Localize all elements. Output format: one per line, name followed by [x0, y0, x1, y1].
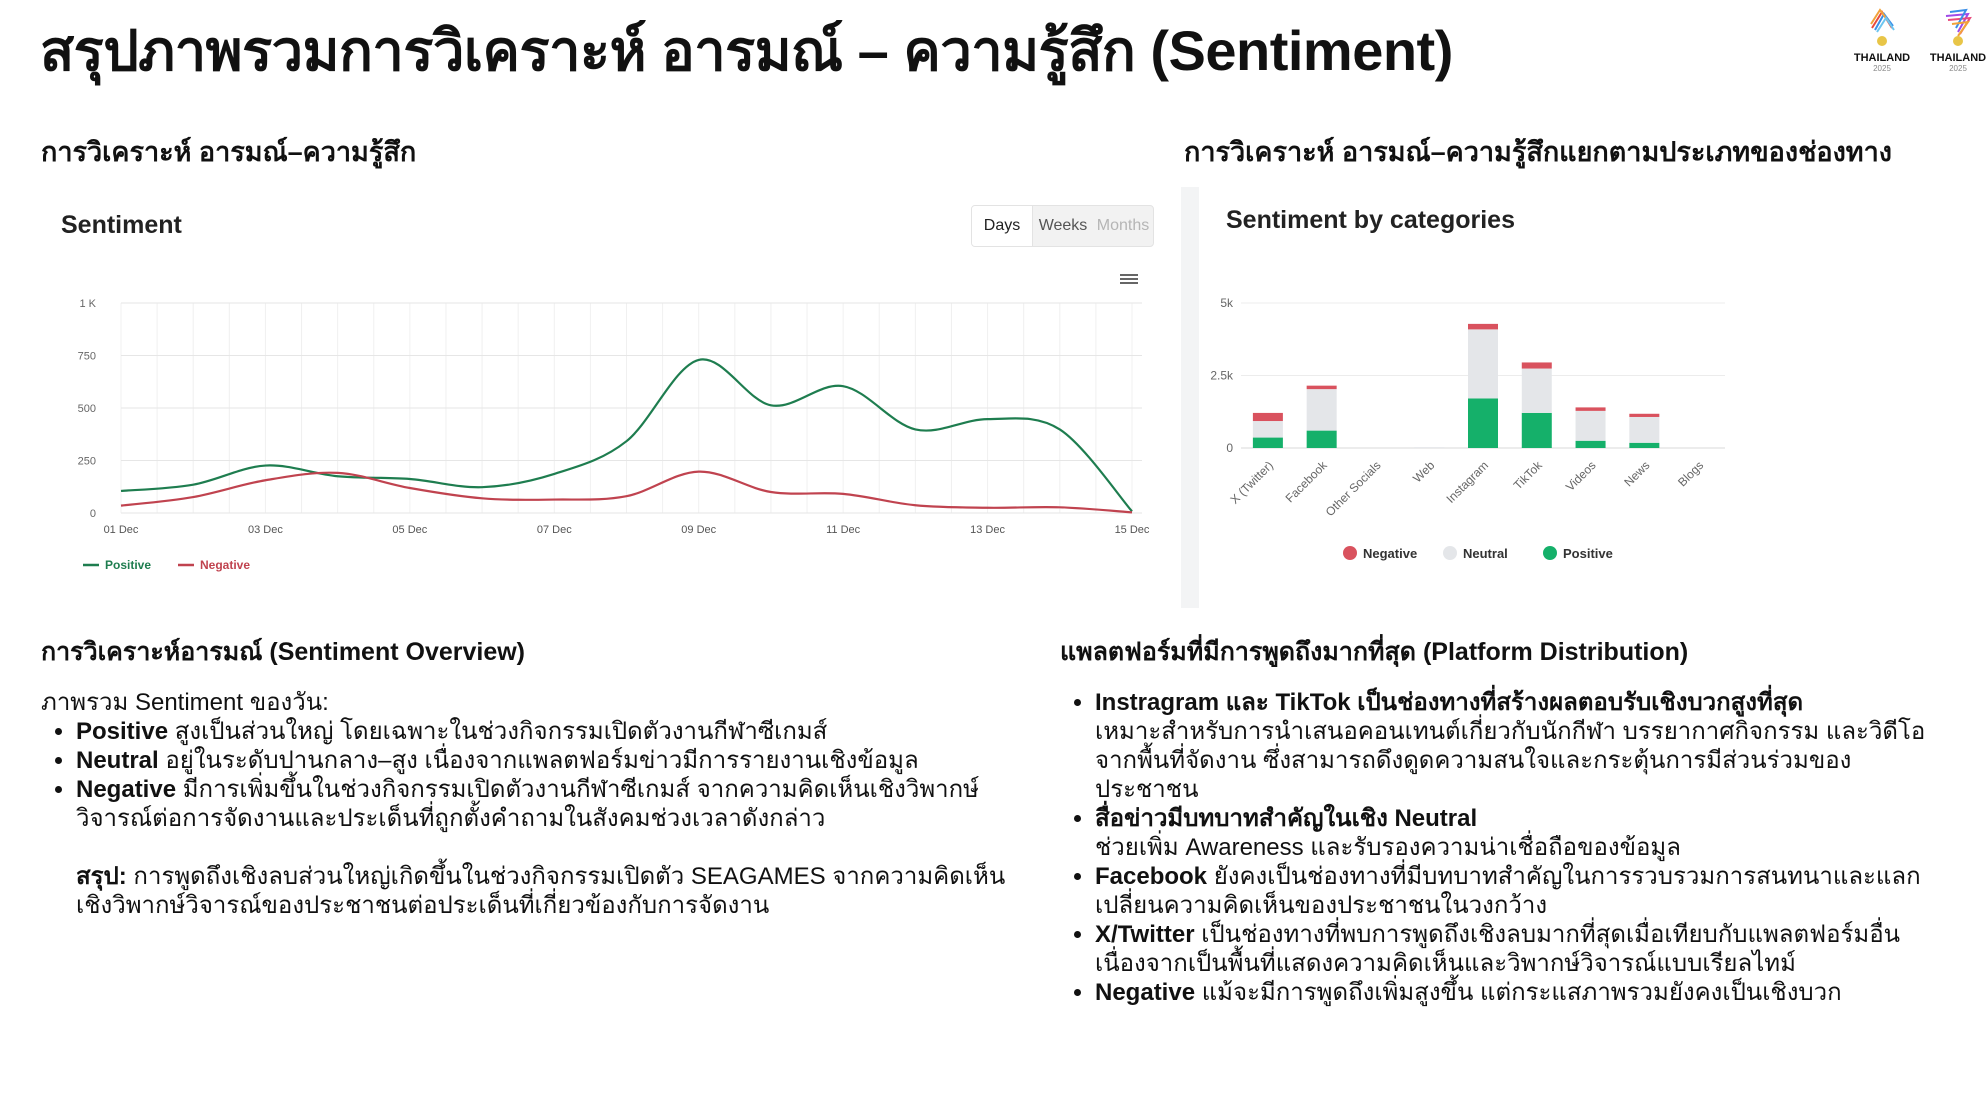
overview-intro: ภาพรวม Sentiment ของวัน: — [41, 689, 329, 716]
range-weeks-button[interactable]: Weeks — [1038, 217, 1088, 234]
sentiment-line-chart: 0 250 500 750 1 K 01 Dec 03 Dec 05 Dec 07 Dec 09 … — [78, 298, 1150, 572]
platform-bullets: Instragram และ TikTok เป็นช่องทางที่สร้า… — [1060, 688, 1940, 1007]
x-tick-label: Web — [1410, 458, 1437, 485]
sentiment-chart-title: Sentiment — [61, 211, 182, 239]
x-tick-label: Videos — [1563, 458, 1599, 494]
platform-bullet: X/Twitter เป็นช่องทางที่พบการพูดถึงเชิงล… — [1095, 920, 1940, 978]
series-line-positive — [120, 358, 1133, 513]
bar-neutral — [1521, 368, 1552, 413]
legend-label-positive: Positive — [105, 558, 151, 572]
y-tick-label: 0 — [1226, 441, 1233, 455]
x-tick-label: Blogs — [1675, 458, 1706, 489]
seagames-emblem-icon — [1870, 8, 1895, 46]
x-tick-label: News — [1621, 458, 1652, 489]
bar-neutral — [1468, 329, 1498, 399]
overview-bullet-negative: Negative มีการเพิ่มขึ้นในช่วงกิจกรรมเปิด… — [76, 775, 1021, 833]
overview-body: ภาพรวม Sentiment ของวัน: Positive สูงเป็… — [41, 688, 1021, 920]
logos: THAILAND 2025 THAILAND 2025 — [1850, 6, 1986, 73]
bar-negative — [1629, 413, 1660, 417]
x-tick-label: 13 Dec — [970, 524, 1005, 536]
bar-positive — [1306, 430, 1337, 448]
hamburger-menu-icon[interactable] — [1120, 272, 1138, 286]
y-tick-label: 750 — [78, 351, 96, 363]
legend-label-negative: Negative — [200, 558, 250, 572]
overview-bullet-positive: Positive สูงเป็นส่วนใหญ่ โดยเฉพาะในช่วงก… — [76, 717, 1021, 746]
thailand-2025-logo: THAILAND 2025 — [1850, 6, 1914, 73]
x-tick-label: Other Socials — [1323, 458, 1384, 519]
y-tick-label: 2.5k — [1210, 369, 1234, 383]
x-tick-label: 15 Dec — [1115, 524, 1150, 536]
overview-summary: สรุป: การพูดถึงเชิงลบส่วนใหญ่เกิดขึ้นในช… — [76, 863, 1006, 919]
left-section-heading: การวิเคราะห์ อารมณ์–ความรู้สึก — [41, 137, 417, 167]
series-line-negative — [120, 470, 1133, 514]
categories-chart-title: Sentiment by categories — [1226, 206, 1515, 234]
bar-neutral — [1575, 410, 1606, 441]
bar-negative — [1521, 362, 1552, 369]
bar-positive — [1252, 437, 1283, 448]
bar-positive — [1468, 398, 1498, 448]
x-tick-label: TikTok — [1511, 458, 1546, 493]
legend-marker-negative — [1343, 546, 1357, 560]
platform-bullet: Facebook ยังคงเป็นช่องทางที่มีบทบาทสำคัญ… — [1095, 862, 1940, 920]
overview-bullets: Positive สูงเป็นส่วนใหญ่ โดยเฉพาะในช่วงก… — [41, 717, 1021, 833]
overview-bullet-neutral: Neutral อยู่ในระดับปานกลาง–สูง เนื่องจาก… — [76, 746, 1021, 775]
bar-positive — [1575, 440, 1606, 448]
x-tick-label: 03 Dec — [248, 524, 283, 536]
range-selector: Days Weeks Months — [971, 205, 1154, 247]
y-tick-label: 500 — [78, 403, 96, 415]
x-tick-label: Instagram — [1443, 458, 1491, 506]
panel-divider — [1181, 187, 1199, 608]
x-tick-label: Facebook — [1283, 458, 1331, 506]
bar-negative — [1468, 323, 1498, 330]
range-months-button[interactable]: Months — [1096, 217, 1150, 234]
platform-body: Instragram และ TikTok เป็นช่องทางที่สร้า… — [1060, 688, 1940, 1007]
overview-heading: การวิเคราะห์อารมณ์ (Sentiment Overview) — [41, 638, 526, 666]
x-tick-label: X (Twitter) — [1227, 458, 1276, 507]
y-tick-label: 5k — [1220, 296, 1234, 310]
right-section-heading: การวิเคราะห์ อารมณ์–ความรู้สึกแยกตามประเ… — [1184, 137, 1892, 167]
legend-label-neutral: Neutral — [1463, 546, 1508, 561]
x-tick-label: 07 Dec — [537, 524, 572, 536]
x-tick-label: 01 Dec — [104, 524, 139, 536]
legend-marker-neutral — [1443, 546, 1457, 560]
platform-heading: แพลตฟอร์มที่มีการพูดถึงมากที่สุด (Platfo… — [1060, 638, 1689, 666]
x-tick-label: 05 Dec — [392, 524, 427, 536]
y-tick-label: 250 — [78, 456, 96, 468]
legend-marker-positive — [1543, 546, 1557, 560]
bar-neutral — [1414, 447, 1445, 448]
page-title: สรุปภาพรวมการวิเคราะห์ อารมณ์ – ความรู้ส… — [40, 19, 1453, 82]
bar-neutral — [1252, 421, 1283, 438]
bar-negative — [1306, 385, 1337, 390]
thailand-2025-logo: THAILAND 2025 — [1926, 6, 1986, 73]
bar-positive — [1629, 442, 1660, 448]
platform-bullet: Negative แม้จะมีการพูดถึงเพิ่มสูงขึ้น แต… — [1095, 978, 1940, 1007]
x-tick-label: 11 Dec — [826, 524, 861, 536]
bar-negative — [1575, 407, 1606, 411]
bar-neutral — [1629, 416, 1660, 443]
bar-negative — [1252, 412, 1283, 422]
x-tick-label: 09 Dec — [681, 524, 716, 536]
y-tick-label: 0 — [90, 508, 96, 520]
platform-bullet: สื่อข่าวมีบทบาทสำคัญในเชิง Neutralช่วยเพ… — [1095, 804, 1940, 862]
platform-bullet: Instragram และ TikTok เป็นช่องทางที่สร้า… — [1095, 688, 1940, 804]
range-days-button[interactable]: Days — [972, 206, 1033, 246]
seagames-emblem-icon — [1945, 8, 1972, 46]
bar-positive — [1521, 412, 1552, 448]
y-tick-label: 1 K — [79, 298, 96, 310]
bar-neutral — [1306, 389, 1337, 431]
legend-label-positive: Positive — [1563, 546, 1613, 561]
legend-label-negative: Negative — [1363, 546, 1417, 561]
